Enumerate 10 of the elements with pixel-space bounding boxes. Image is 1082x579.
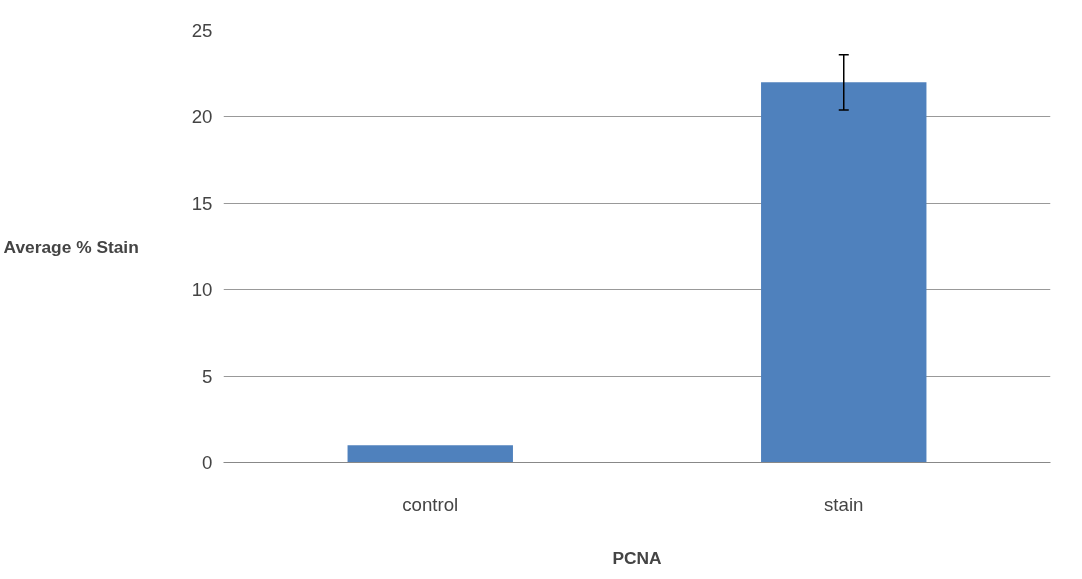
y-tick-label: 0: [202, 452, 213, 473]
y-tick-label: 10: [191, 279, 213, 301]
y-tick-label: 20: [191, 106, 213, 128]
y-tick-label: 25: [191, 20, 213, 41]
y-tick-label: 15: [191, 192, 213, 214]
y-axis-title: Average % Stain: [3, 236, 139, 257]
y-tick-label: 5: [202, 365, 213, 387]
x-axis-title: PCNA: [612, 547, 663, 568]
x-tick-label: stain: [824, 493, 864, 515]
x-tick-label: control: [402, 493, 459, 515]
